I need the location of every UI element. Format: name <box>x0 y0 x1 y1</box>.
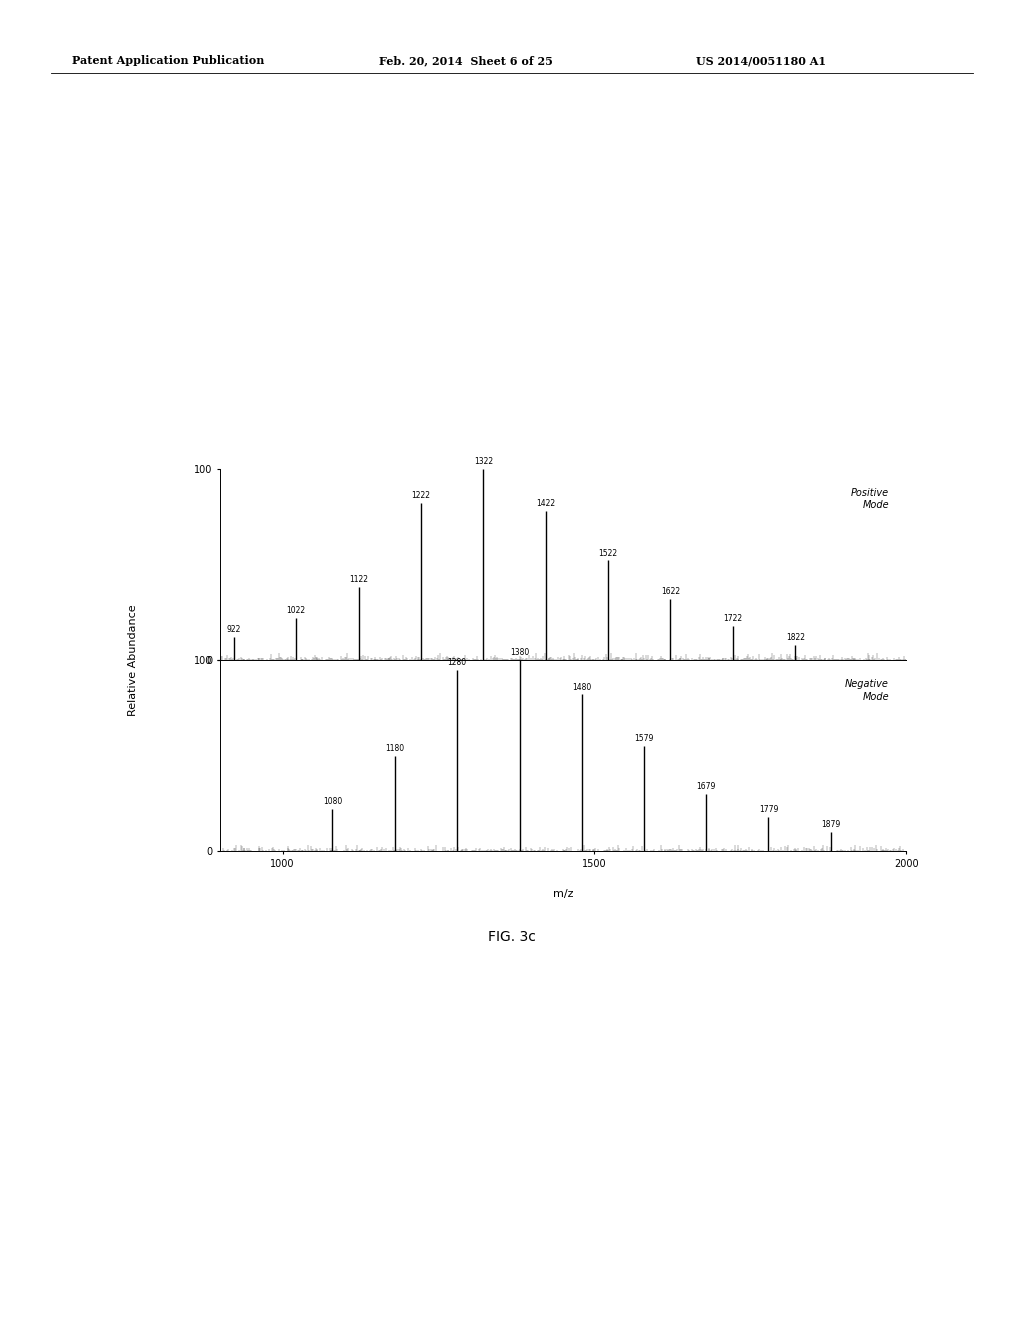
Text: 1822: 1822 <box>785 632 805 642</box>
Text: 1280: 1280 <box>447 657 467 667</box>
Text: 1022: 1022 <box>287 606 306 615</box>
Text: 1122: 1122 <box>349 576 368 585</box>
Text: 1679: 1679 <box>696 783 716 791</box>
Text: 1480: 1480 <box>572 682 592 692</box>
Text: Negative
Mode: Negative Mode <box>845 678 889 701</box>
Text: 1722: 1722 <box>723 614 742 623</box>
Text: 1322: 1322 <box>474 457 493 466</box>
Text: 1579: 1579 <box>634 734 653 743</box>
Text: Relative Abundance: Relative Abundance <box>128 605 138 715</box>
Text: 1080: 1080 <box>323 797 342 807</box>
Text: 1380: 1380 <box>510 648 529 657</box>
Text: Positive
Mode: Positive Mode <box>851 488 889 510</box>
Text: 1779: 1779 <box>759 805 778 814</box>
Text: 1180: 1180 <box>385 744 404 752</box>
Text: Patent Application Publication: Patent Application Publication <box>72 55 264 66</box>
Text: m/z: m/z <box>553 888 573 899</box>
Text: Feb. 20, 2014  Sheet 6 of 25: Feb. 20, 2014 Sheet 6 of 25 <box>379 55 553 66</box>
Text: FIG. 3c: FIG. 3c <box>488 931 536 944</box>
Text: 1422: 1422 <box>537 499 555 508</box>
Text: 1522: 1522 <box>599 549 617 557</box>
Text: 922: 922 <box>226 626 241 634</box>
Text: US 2014/0051180 A1: US 2014/0051180 A1 <box>696 55 826 66</box>
Text: 1222: 1222 <box>412 491 430 500</box>
Text: 1622: 1622 <box>660 587 680 595</box>
Text: 1879: 1879 <box>821 821 841 829</box>
